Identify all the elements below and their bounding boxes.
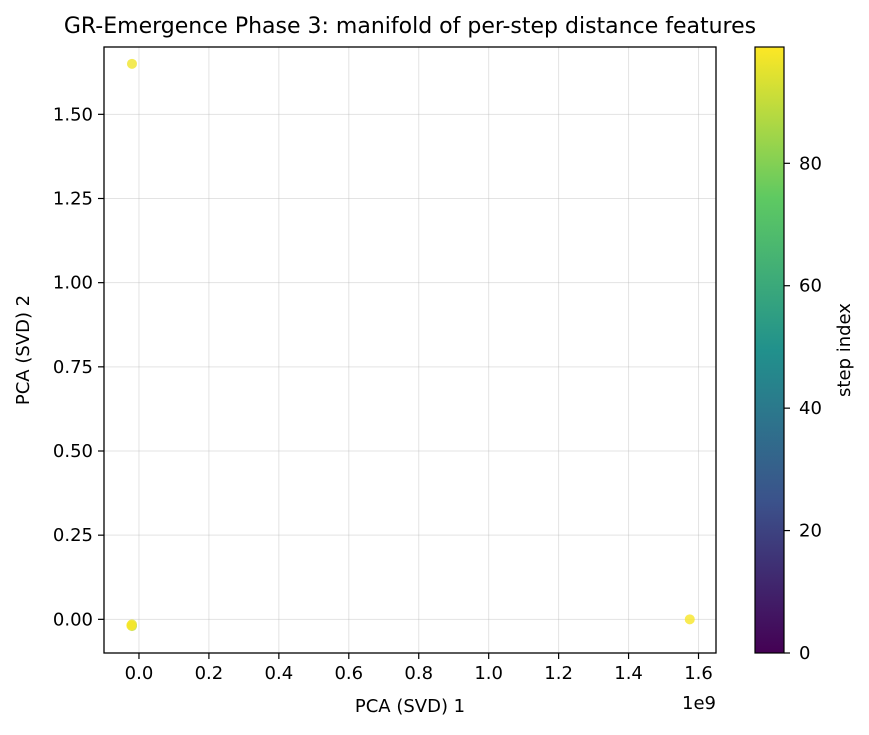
grid-lines — [104, 47, 716, 653]
x-tick-label: 0.4 — [265, 663, 294, 684]
x-tick-label: 1.0 — [474, 663, 503, 684]
data-point — [684, 614, 695, 625]
x-tick-label: 0.6 — [334, 663, 363, 684]
y-tick-label: 0.75 — [53, 357, 93, 378]
colorbar-tick-label: 80 — [799, 153, 822, 174]
x-tick-label: 0.0 — [125, 663, 154, 684]
x-axis-label: PCA (SVD) 1 — [355, 696, 465, 717]
x-tick-label: 0.2 — [195, 663, 224, 684]
y-tick-label: 0.25 — [53, 525, 93, 546]
colorbar: 0 20 40 60 80 step index — [754, 46, 855, 664]
y-axis-label: PCA (SVD) 2 — [13, 295, 34, 405]
y-axis-ticks: 0.00 0.25 0.50 0.75 1.00 1.25 1.50 — [53, 104, 104, 630]
y-tick-label: 1.50 — [53, 104, 93, 125]
x-tick-label: 1.2 — [544, 663, 573, 684]
x-tick-label: 1.4 — [614, 663, 643, 684]
y-tick-label: 1.00 — [53, 273, 93, 294]
chart-title: GR-Emergence Phase 3: manifold of per-st… — [64, 14, 756, 39]
x-tick-label: 0.8 — [404, 663, 433, 684]
y-tick-label: 0.00 — [53, 609, 93, 630]
data-point — [126, 58, 137, 69]
x-axis-ticks: 0.0 0.2 0.4 0.6 0.8 1.0 1.2 1.4 1.6 — [125, 653, 713, 684]
y-tick-label: 0.50 — [53, 441, 93, 462]
colorbar-ticks: 0 20 40 60 80 — [784, 153, 822, 664]
data-points — [126, 58, 695, 632]
data-point — [126, 620, 137, 631]
x-axis-offset: 1e9 — [682, 693, 716, 714]
plot-frame — [103, 46, 717, 654]
colorbar-tick-label: 20 — [799, 521, 822, 542]
colorbar-tick-label: 40 — [799, 398, 822, 419]
colorbar-gradient — [754, 46, 785, 654]
colorbar-label: step index — [834, 303, 855, 397]
colorbar-tick-label: 60 — [799, 276, 822, 297]
y-tick-label: 1.25 — [53, 189, 93, 210]
colorbar-tick-label: 0 — [799, 643, 810, 664]
x-tick-label: 1.6 — [684, 663, 713, 684]
